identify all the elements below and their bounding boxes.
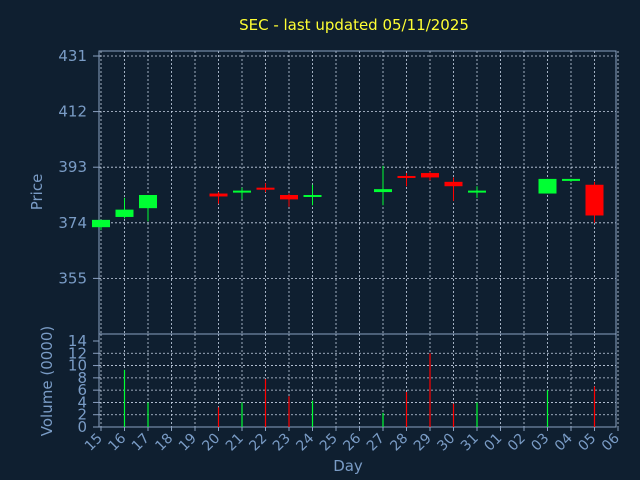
candle-body <box>444 181 463 187</box>
chart-title: SEC - last updated 05/11/2025 <box>239 16 469 34</box>
day-tick-label: 04 <box>552 430 576 454</box>
volume-axis-label: Volume (0000) <box>38 326 56 436</box>
day-tick-label: 28 <box>387 431 411 455</box>
candle-body <box>256 187 275 190</box>
day-tick-label: 21 <box>223 431 247 455</box>
candle-body <box>139 195 157 209</box>
day-tick-label: 17 <box>129 431 153 455</box>
volume-bars <box>123 353 596 427</box>
day-tick-label: 26 <box>340 430 364 454</box>
day-tick-label: 18 <box>152 431 176 455</box>
price-tick-label: 393 <box>58 158 87 176</box>
day-tick-label: 01 <box>481 431 505 455</box>
day-tick-label: 25 <box>317 431 341 455</box>
volume-tick-label: 2 <box>77 406 87 424</box>
day-tick-label: 30 <box>434 431 458 455</box>
candle-body <box>585 184 604 216</box>
candle-body <box>280 195 298 200</box>
volume-tick-label: 0 <box>77 418 87 436</box>
day-tick-label: 05 <box>575 431 599 455</box>
volume-tick-label: 14 <box>68 332 87 350</box>
candlesticks <box>92 165 604 231</box>
candle-body <box>468 190 486 193</box>
day-tick-label: 27 <box>364 431 388 455</box>
day-tick-label: 02 <box>505 431 529 455</box>
volume-grid <box>99 334 619 427</box>
price-tick-label: 431 <box>58 47 87 65</box>
price-panel-frame <box>98 50 617 335</box>
day-tick-label: 24 <box>293 430 317 454</box>
volume-tick-label: 12 <box>68 344 87 362</box>
volume-tick-label: 4 <box>77 393 87 411</box>
day-tick-label: 19 <box>176 431 200 455</box>
volume-tick-label: 8 <box>77 369 87 387</box>
candle-body <box>233 190 251 193</box>
candle-body <box>92 219 110 228</box>
price-tick-label: 355 <box>58 269 87 287</box>
candle-body <box>303 195 322 197</box>
volume-tick-label: 10 <box>68 357 87 375</box>
day-tick-label: 29 <box>411 431 435 455</box>
day-axis-ticks: 15 16 17 18 19 20 21 22 23 24 25 26 27 28 29 30 31 01 02 03… <box>82 427 623 454</box>
candle-body <box>374 189 392 193</box>
day-tick-label: 03 <box>528 431 552 455</box>
x-axis-label: Day <box>333 457 363 475</box>
candle-body <box>397 175 416 178</box>
price-axis-ticks: 431 412 393 374 355 <box>58 47 99 287</box>
candle-body <box>115 209 134 217</box>
day-tick-label: 31 <box>458 431 482 455</box>
price-tick-label: 412 <box>58 103 87 121</box>
candle-body <box>562 178 580 181</box>
candle-body <box>209 193 228 197</box>
day-tick-label: 16 <box>105 430 129 454</box>
day-tick-label: 20 <box>199 431 223 455</box>
price-axis-label: Price <box>28 174 46 211</box>
candle-body <box>421 173 439 178</box>
day-tick-label: 23 <box>270 431 294 455</box>
day-tick-label: 06 <box>599 430 623 454</box>
candle-body <box>538 178 557 194</box>
price-tick-label: 374 <box>58 214 87 232</box>
volume-panel-frame <box>98 333 617 428</box>
day-tick-label: 22 <box>246 431 270 455</box>
volume-tick-label: 6 <box>77 381 87 399</box>
